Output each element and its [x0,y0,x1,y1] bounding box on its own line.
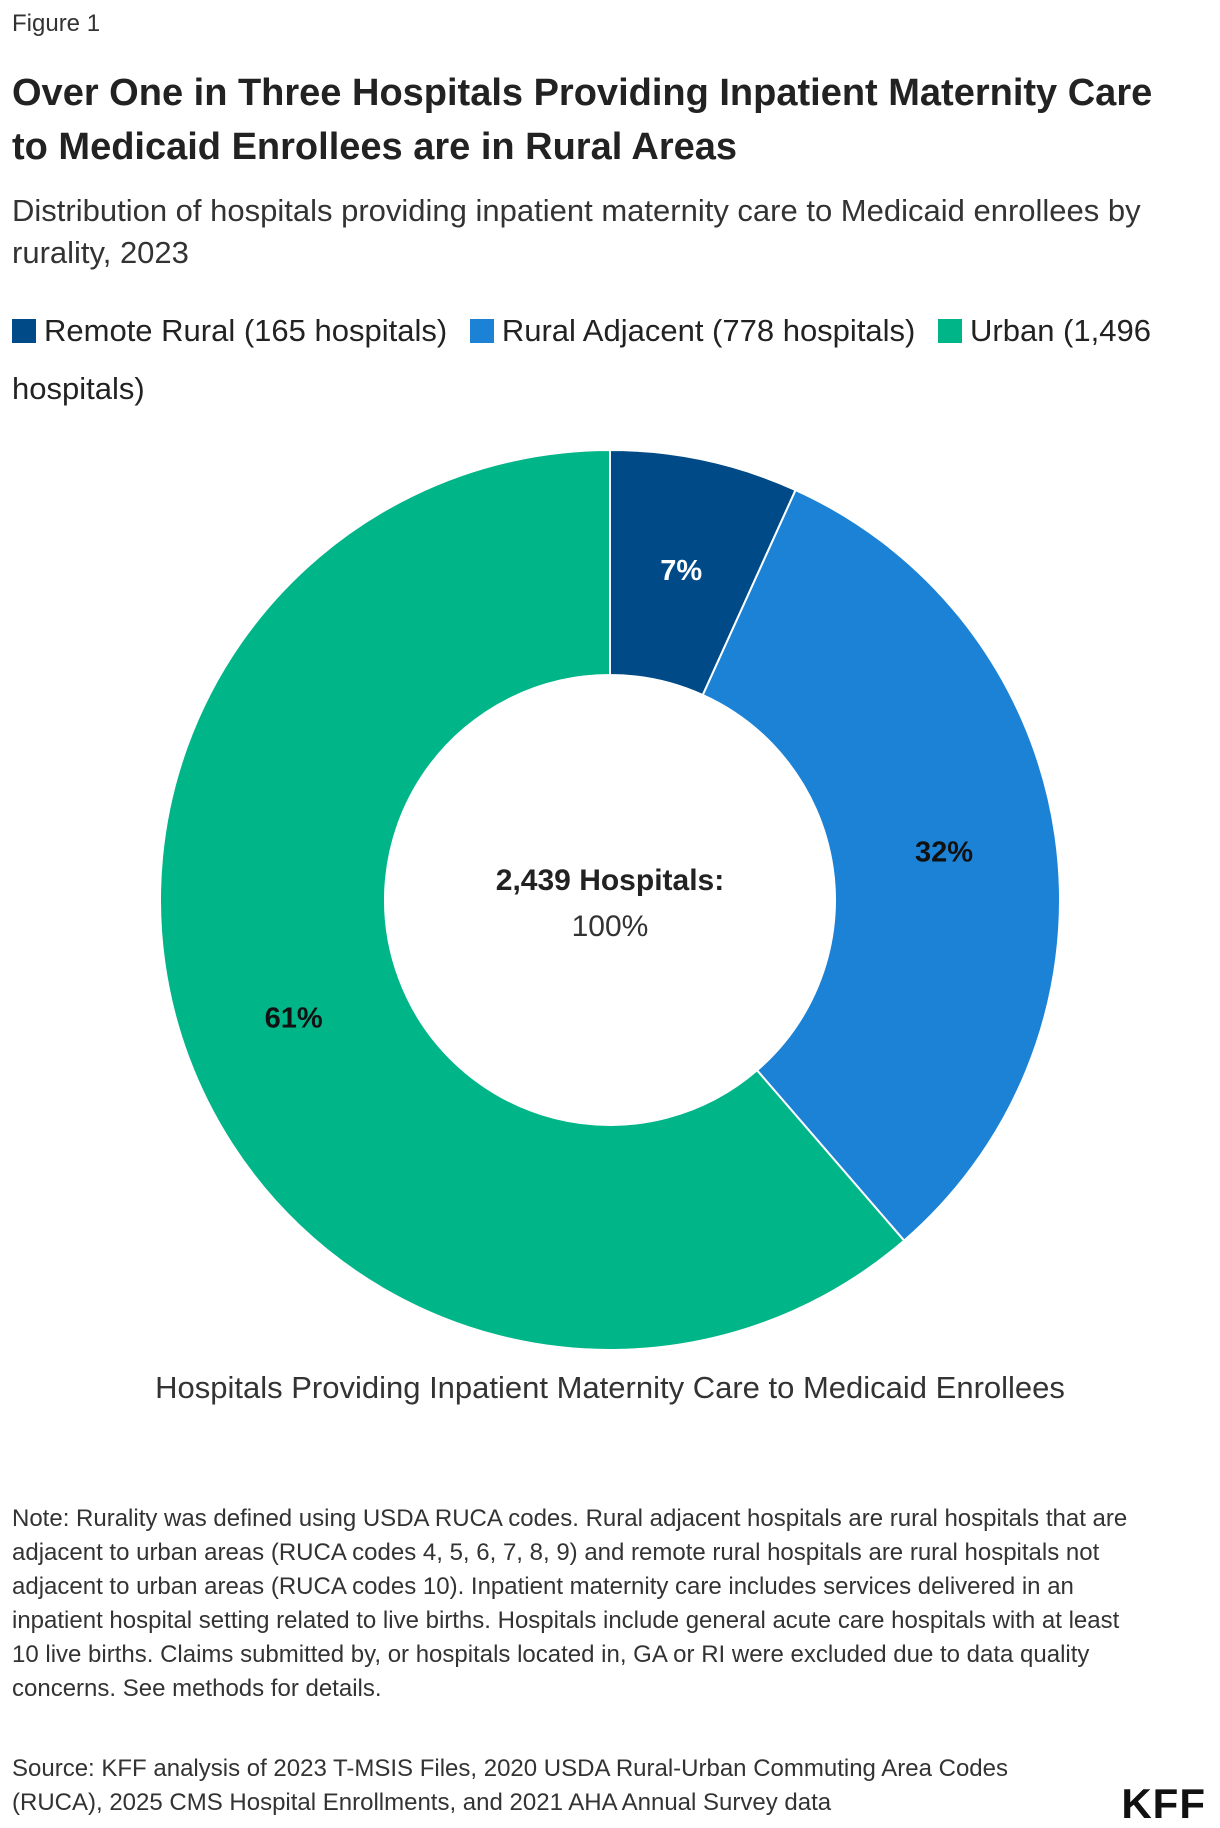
legend-item-urban: Urban (1,496 hospitals) [12,313,1151,406]
legend-label: Remote Rural (165 hospitals) [44,313,448,348]
kff-logo: KFF [1121,1780,1206,1827]
chart-subtitle: Distribution of hospitals providing inpa… [12,193,1141,270]
center-value: 100% [572,910,649,943]
donut-slice [701,488,1061,1242]
legend-swatch [469,319,494,343]
chart-title: Over One in Three Hospitals Providing In… [12,72,1153,168]
center-label: 2,439 Hospitals: [496,864,724,897]
chart-source: Source: KFF analysis of 2023 T-MSIS File… [12,1755,1008,1816]
donut-chart: 7% 32% 61% 2,439 Hospitals: 100% [159,448,1061,1351]
chart-note: Note: Rurality was defined using USDA RU… [12,1505,1128,1702]
donut-slice [159,448,906,1351]
chart-caption: Hospitals Providing Inpatient Maternity … [155,1370,1065,1405]
chart-legend: Remote Rural (165 hospitals) Rural Adjac… [12,302,1192,418]
legend-label: Urban (1,496 hospitals) [12,313,1151,406]
slice-label: 7% [660,555,702,587]
figure-label: Figure 1 [12,10,101,37]
slice-label: 61% [265,1003,323,1035]
slice-label: 32% [915,837,973,869]
legend-label: Rural Adjacent (778 hospitals) [501,313,916,348]
legend-swatch [938,319,963,343]
legend-item-rural-adjacent: Rural Adjacent (778 hospitals) [469,313,916,348]
legend-swatch [12,319,36,343]
legend-item-remote-rural: Remote Rural (165 hospitals) [12,313,447,348]
